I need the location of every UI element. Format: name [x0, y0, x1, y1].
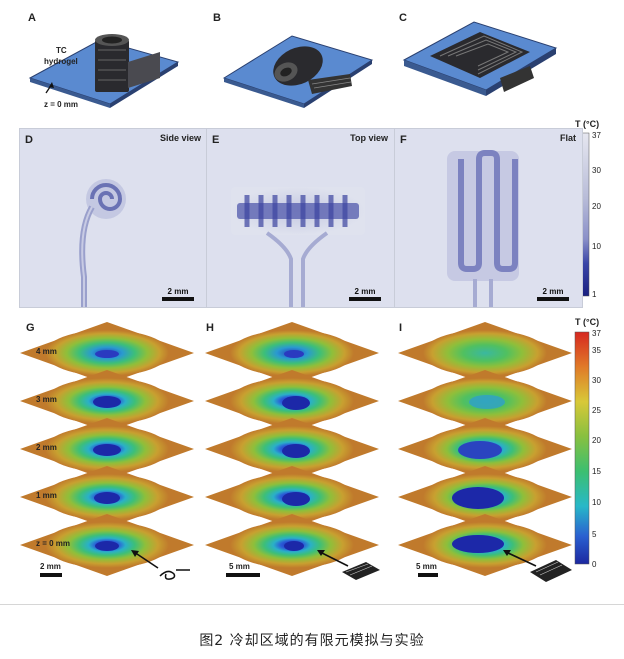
hydrogel-label: hydrogel — [44, 57, 78, 66]
scalebar-h-label: 5 mm — [229, 562, 250, 571]
panel-label-d: D — [25, 134, 33, 146]
scalebar-g-label: 2 mm — [40, 562, 61, 571]
bottom-colorbar-tick-20: 20 — [592, 436, 601, 445]
top-colorbar-tick-20: 20 — [592, 202, 601, 211]
bottom-colorbar-tick-0: 0 — [592, 560, 597, 569]
panel-label-g: G — [26, 322, 35, 334]
bottom-colorbar-tick-30: 30 — [592, 376, 601, 385]
bottom-colorbar-tick-5: 5 — [592, 530, 597, 539]
scalebar-i-label: 5 mm — [416, 562, 437, 571]
bottom-colorbar-tick-25: 25 — [592, 406, 601, 415]
panel-label-e: E — [212, 134, 220, 146]
z-zero-label: z = 0 mm — [44, 100, 79, 109]
layer-label-0mm: z = 0 mm — [36, 539, 71, 548]
photo-flat: Flat 2 mm — [394, 128, 583, 308]
panel-label-h: H — [206, 322, 214, 334]
bottom-colorbar-title: T (°C) — [575, 317, 600, 327]
panel-h-simulation — [205, 322, 380, 580]
panel-b-illustration — [222, 35, 374, 108]
top-view-label: Top view — [350, 133, 388, 143]
figure-caption: 图2 冷却区域的有限元模拟与实验 — [199, 633, 425, 649]
bottom-colorbar-tick-35: 35 — [592, 346, 601, 355]
scalebar-d-label: 2 mm — [167, 287, 189, 296]
panel-label-a: A — [28, 12, 36, 24]
coil-photo — [20, 129, 207, 307]
top-colorbar-tick-30: 30 — [592, 166, 601, 175]
panel-label-b: B — [213, 12, 221, 24]
bottom-colorbar-tick-15: 15 — [592, 467, 601, 476]
rolled-device-photo — [207, 129, 394, 307]
panel-a-illustration — [28, 34, 180, 108]
top-colorbar-title: T (°C) — [575, 119, 600, 129]
layer-label-4mm: 4 mm — [36, 347, 57, 356]
bottom-colorbar — [574, 331, 590, 565]
scalebar-f-label: 2 mm — [542, 287, 564, 296]
panel-label-c: C — [399, 12, 407, 24]
tc-label: TC — [56, 46, 67, 55]
scalebar-e-label: 2 mm — [354, 287, 376, 296]
top-colorbar-tick-10: 10 — [592, 242, 601, 251]
panel-label-i: I — [399, 322, 403, 334]
layer-label-3mm: 3 mm — [36, 395, 57, 404]
bottom-colorbar-tick-10: 10 — [592, 498, 601, 507]
scalebar-e: 2 mm — [348, 287, 382, 301]
panel-c-illustration — [402, 21, 558, 96]
flat-device-photo — [395, 129, 582, 307]
scalebar-f: 2 mm — [536, 287, 570, 301]
layer-label-1mm: 1 mm — [36, 491, 57, 500]
side-view-label: Side view — [159, 133, 201, 143]
panel-g-simulation — [20, 322, 194, 580]
top-colorbar-tick-37: 37 — [592, 131, 601, 140]
panel-label-f: F — [400, 134, 407, 146]
photo-top-view: Top view 2 mm — [206, 128, 395, 308]
photo-side-view: Side view 2 mm — [19, 128, 208, 308]
bottom-colorbar-tick-37: 37 — [592, 329, 601, 338]
flat-label: Flat — [559, 133, 576, 143]
figure-bottom-border — [0, 604, 624, 605]
top-colorbar-tick-1: 1 — [592, 290, 597, 299]
panel-i-simulation — [398, 322, 572, 582]
scalebar-d: 2 mm — [161, 287, 195, 301]
layer-label-2mm: 2 mm — [36, 443, 57, 452]
